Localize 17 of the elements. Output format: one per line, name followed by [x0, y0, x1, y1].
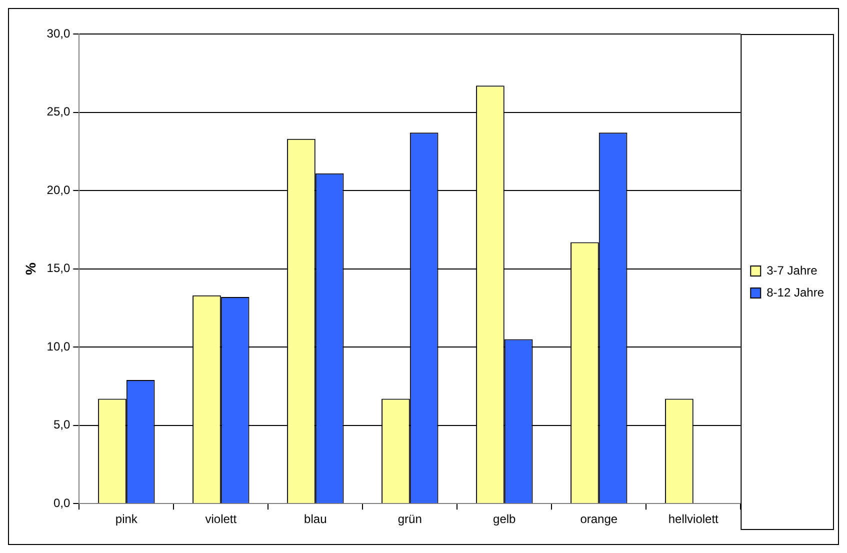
y-tick-label: 30,0: [46, 26, 70, 40]
y-tick-label: 0,0: [53, 496, 70, 510]
y-tick-label: 5,0: [53, 418, 70, 432]
x-tick-label: orange: [580, 512, 618, 526]
x-tick-label: gelb: [493, 512, 516, 526]
x-tick-label: hellviolett: [668, 512, 720, 526]
y-tick-label: 10,0: [46, 339, 70, 354]
legend-label: 3-7 Jahre: [766, 263, 818, 278]
x-tick-label: violett: [205, 512, 238, 526]
x-tick-label: grün: [398, 512, 422, 526]
x-tick-label: blau: [304, 512, 327, 526]
y-axis-title: %: [22, 262, 38, 276]
y-tick-label: 20,0: [46, 182, 70, 197]
legend-label: 8-12 Jahre: [766, 285, 824, 300]
x-tick-label: pink: [115, 512, 138, 526]
y-tick-label: 25,0: [46, 104, 70, 119]
y-tick-label: 15,0: [46, 261, 70, 276]
